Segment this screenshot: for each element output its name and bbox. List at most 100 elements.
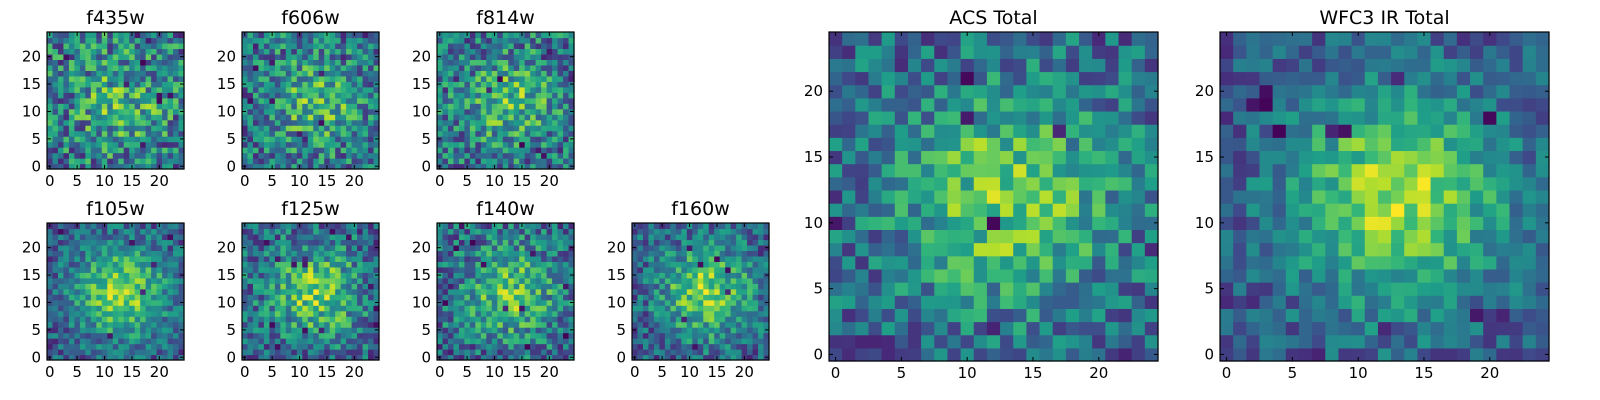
heatmap-cell — [508, 233, 515, 241]
heatmap-cell — [329, 114, 336, 121]
heatmap-cell — [368, 250, 375, 257]
heatmap-cell — [557, 255, 564, 262]
heatmap-cell — [258, 114, 265, 121]
heatmap-cell — [129, 42, 136, 50]
heatmap-cell — [52, 152, 59, 159]
heatmap-cell — [318, 42, 325, 50]
heatmap-cell — [324, 266, 331, 273]
heatmap-cell — [513, 354, 520, 361]
heatmap-cell — [140, 310, 147, 317]
heatmap-cell — [442, 250, 449, 257]
heatmap-cell — [156, 255, 163, 262]
heatmap-cell — [145, 299, 152, 306]
heatmap-cell — [285, 223, 292, 230]
heatmap-cell — [340, 294, 347, 301]
heatmap-cell — [708, 272, 715, 279]
heatmap-cell — [302, 48, 309, 55]
heatmap-cell — [530, 64, 537, 71]
heatmap-cell — [508, 53, 515, 60]
heatmap-cell — [881, 334, 896, 349]
heatmap-cell — [318, 310, 325, 317]
heatmap-cell — [637, 239, 644, 246]
heatmap-cell — [47, 294, 54, 301]
heatmap-cell — [703, 343, 710, 350]
heatmap-cell — [497, 141, 504, 148]
heatmap-cell — [291, 294, 298, 301]
heatmap-cell — [741, 244, 748, 251]
heatmap-cell — [1052, 334, 1067, 349]
heatmap-cell — [252, 288, 260, 295]
heatmap-cell — [351, 299, 358, 306]
heatmap-cell — [659, 266, 666, 273]
heatmap-cell — [357, 37, 364, 44]
heatmap-cell — [546, 310, 553, 317]
heatmap-cell — [313, 255, 320, 262]
heatmap-cell — [829, 176, 843, 191]
heatmap-cell — [362, 272, 369, 279]
heatmap-cell — [508, 305, 515, 312]
heatmap-cell — [708, 223, 715, 230]
heatmap-cell — [486, 119, 493, 126]
heatmap-cell — [480, 228, 487, 235]
heatmap-cell — [335, 316, 342, 323]
heatmap-cell — [242, 294, 249, 301]
heatmap-cell — [437, 305, 444, 312]
heatmap-cell — [453, 294, 460, 301]
heatmap-cell — [101, 349, 108, 356]
heatmap-cell — [648, 354, 655, 361]
heatmap-cell — [535, 354, 542, 361]
heatmap-cell — [675, 294, 682, 301]
heatmap-cell — [530, 108, 537, 115]
heatmap-cell — [442, 228, 449, 235]
heatmap-cell — [162, 299, 169, 306]
heatmap-cell — [637, 294, 644, 301]
heatmap-cell — [568, 233, 575, 241]
heatmap-cell — [513, 305, 520, 312]
heatmap-cell — [151, 92, 158, 99]
heatmap-cell — [145, 147, 152, 154]
heatmap-cell — [442, 223, 449, 230]
heatmap-cell — [269, 266, 276, 273]
heatmap-cell — [513, 244, 520, 251]
heatmap-cell — [960, 295, 975, 309]
heatmap-cell — [637, 349, 644, 356]
heatmap-cell — [708, 239, 715, 246]
heatmap-cell — [173, 53, 180, 60]
heatmap-cell — [486, 299, 493, 306]
heatmap-cell — [247, 158, 254, 165]
heatmap-cell — [686, 228, 693, 235]
heatmap-cell — [486, 223, 493, 230]
heatmap-cell — [313, 272, 320, 279]
heatmap-cell — [530, 233, 537, 241]
heatmap-cell — [156, 349, 163, 356]
heatmap-cell — [63, 233, 70, 241]
heatmap-cell — [670, 272, 677, 279]
heatmap-cell — [741, 343, 748, 350]
heatmap-cell — [85, 228, 92, 235]
heatmap-cell — [351, 305, 358, 312]
heatmap-cell — [763, 349, 770, 356]
heatmap-cell — [524, 261, 531, 268]
heatmap-cell — [697, 255, 704, 262]
heatmap-cell — [134, 294, 141, 301]
heatmap-cell — [302, 294, 309, 301]
heatmap-cell — [464, 283, 471, 290]
heatmap-cell — [491, 343, 498, 350]
heatmap-cell — [535, 349, 542, 356]
heatmap-cell — [318, 299, 325, 306]
heatmap-cell — [269, 321, 276, 328]
heatmap-cell — [497, 152, 504, 159]
heatmap-cell — [453, 255, 460, 262]
heatmap-cell — [530, 125, 537, 132]
heatmap-cell — [57, 75, 65, 82]
heatmap-cell — [269, 349, 276, 356]
heatmap-cell — [1065, 189, 1080, 204]
heatmap-cell — [118, 305, 125, 312]
heatmap-cell — [752, 233, 759, 241]
heatmap-cell — [134, 261, 141, 268]
heatmap-cell — [960, 282, 975, 296]
heatmap-cell — [469, 261, 476, 268]
heatmap-cell — [475, 233, 482, 241]
heatmap-cell — [491, 321, 498, 328]
heatmap-cell — [1000, 242, 1014, 257]
